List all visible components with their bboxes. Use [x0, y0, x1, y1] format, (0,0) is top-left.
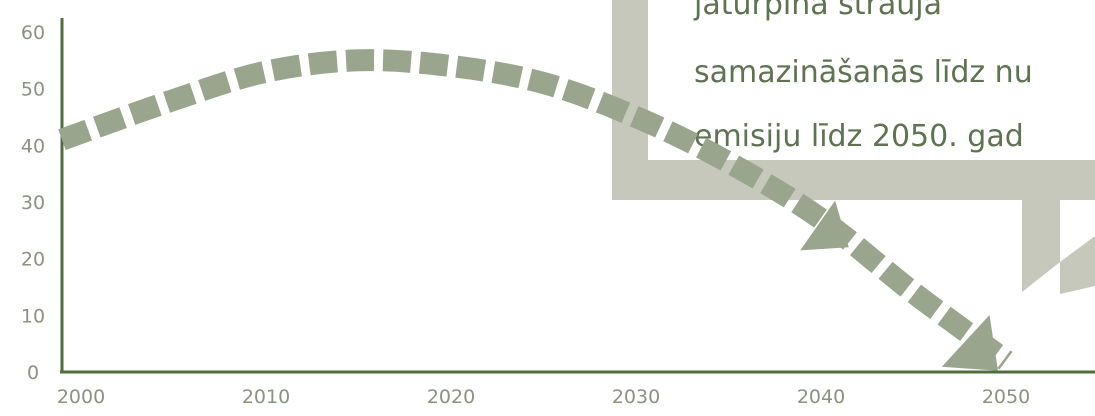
callout-frame: [612, 0, 1095, 294]
series-end-arrowhead: [941, 315, 998, 371]
annotation-line-1: jāturpina strauja: [693, 0, 942, 22]
x-tick-2010: 2010: [242, 386, 290, 408]
annotation-line-2: samazināšanās līdz nu: [694, 55, 1033, 90]
x-tick-2030: 2030: [612, 386, 660, 408]
x-tick-2020: 2020: [427, 386, 475, 408]
y-tick-10: 10: [21, 305, 45, 327]
series-trajectory-line: [58, 49, 1013, 370]
arrowhead-shape: [941, 315, 998, 371]
annotation-line-3: emisiju līdz 2050. gad: [694, 119, 1024, 154]
annotation-callout: jāturpina strauja samazināšanās līdz nu …: [612, 0, 1095, 294]
y-tick-60: 60: [21, 22, 45, 44]
y-tick-30: 30: [21, 192, 45, 214]
y-tick-20: 20: [21, 249, 45, 271]
y-tick-labels: 0 10 20 30 40 50 60: [21, 22, 45, 384]
arrowhead-shape: [800, 200, 849, 251]
series-mid-arrowhead: [800, 200, 849, 251]
x-tick-2050: 2050: [982, 386, 1030, 408]
x-tick-2040: 2040: [797, 386, 845, 408]
x-tick-2000: 2000: [57, 386, 105, 408]
x-tick-labels: 2000 2010 2020 2030 2040 2050: [57, 386, 1030, 408]
y-tick-0: 0: [27, 362, 39, 384]
y-tick-50: 50: [21, 79, 45, 101]
y-tick-40: 40: [21, 135, 45, 157]
